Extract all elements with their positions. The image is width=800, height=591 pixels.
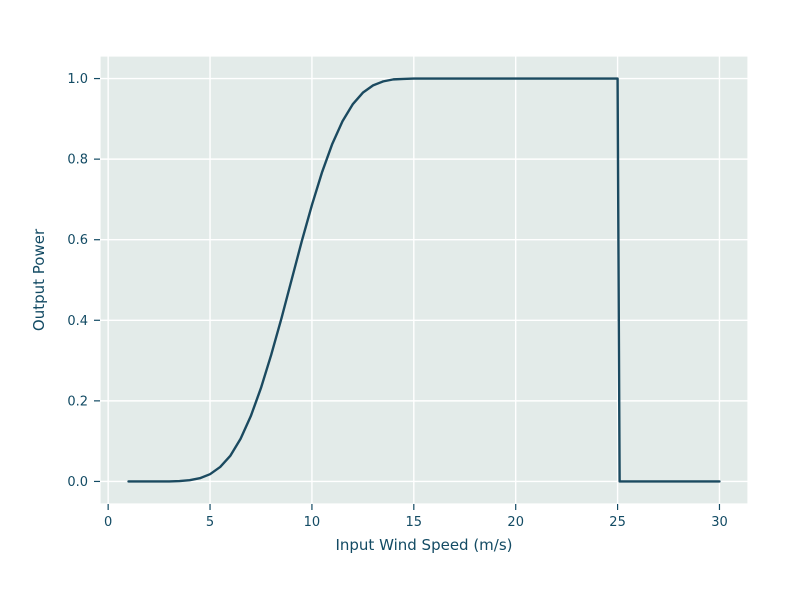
x-tick-label: 5	[206, 515, 214, 530]
plot-background	[100, 56, 748, 504]
x-tick-label: 0	[104, 515, 112, 530]
x-tick-label: 20	[507, 515, 524, 530]
y-tick-label: 0.2	[67, 394, 88, 409]
y-tick-label: 0.8	[67, 153, 88, 168]
x-tick-label: 15	[406, 515, 423, 530]
chart-container: 0 5 10 15 20 25 30 0.0 0.2 0.4 0.6 0.8 1.0 Input Wind…	[0, 0, 800, 591]
y-tick-label: 0.4	[67, 314, 88, 329]
y-tick-label: 0.0	[67, 475, 88, 490]
x-tick-label: 25	[609, 515, 626, 530]
x-axis-label: Input Wind Speed (m/s)	[335, 536, 512, 554]
x-tick-label: 10	[304, 515, 321, 530]
x-tick-label: 30	[711, 515, 728, 530]
y-tick-label: 1.0	[67, 72, 88, 87]
y-tick-label: 0.6	[67, 233, 88, 248]
power-curve-chart: 0 5 10 15 20 25 30 0.0 0.2 0.4 0.6 0.8 1.0 Input Wind…	[0, 0, 800, 591]
y-axis-label: Output Power	[30, 228, 48, 331]
